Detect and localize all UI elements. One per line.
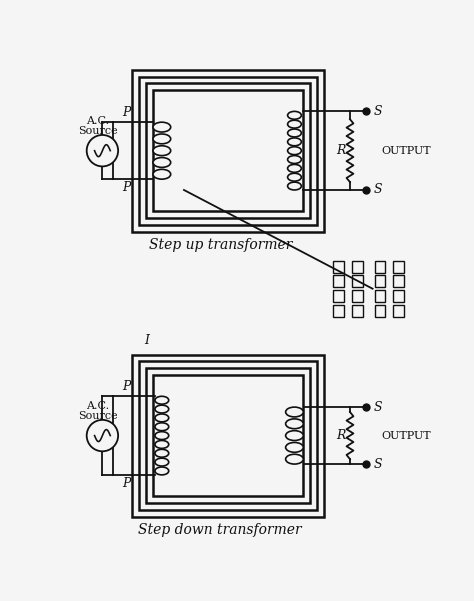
Bar bbox=[393, 275, 404, 287]
Ellipse shape bbox=[288, 165, 301, 172]
Ellipse shape bbox=[288, 138, 301, 146]
Text: P: P bbox=[122, 477, 131, 490]
Text: Step down transformer: Step down transformer bbox=[138, 523, 302, 537]
Ellipse shape bbox=[288, 173, 301, 181]
Text: R: R bbox=[336, 144, 345, 157]
Bar bbox=[333, 275, 344, 287]
Circle shape bbox=[87, 420, 118, 451]
Bar bbox=[333, 261, 344, 272]
Ellipse shape bbox=[153, 146, 171, 156]
Ellipse shape bbox=[288, 147, 301, 154]
Bar bbox=[352, 290, 363, 302]
Ellipse shape bbox=[155, 467, 169, 475]
Ellipse shape bbox=[288, 120, 301, 128]
Text: Source: Source bbox=[78, 411, 117, 421]
Bar bbox=[333, 290, 344, 302]
Circle shape bbox=[87, 135, 118, 166]
Text: P: P bbox=[122, 106, 131, 119]
Text: S: S bbox=[374, 105, 382, 118]
Text: S: S bbox=[374, 183, 382, 197]
Bar bbox=[374, 261, 385, 272]
Ellipse shape bbox=[288, 111, 301, 119]
Ellipse shape bbox=[286, 419, 303, 429]
Ellipse shape bbox=[155, 414, 169, 422]
Text: OUTPUT: OUTPUT bbox=[382, 145, 431, 156]
Text: Source: Source bbox=[78, 126, 117, 136]
Bar bbox=[374, 275, 385, 287]
Ellipse shape bbox=[155, 458, 169, 466]
Bar bbox=[374, 290, 385, 302]
Bar bbox=[333, 305, 344, 317]
Ellipse shape bbox=[286, 442, 303, 453]
Text: P: P bbox=[122, 181, 131, 194]
Ellipse shape bbox=[153, 122, 171, 132]
Bar bbox=[352, 305, 363, 317]
Ellipse shape bbox=[286, 431, 303, 441]
Ellipse shape bbox=[286, 407, 303, 417]
Bar bbox=[352, 275, 363, 287]
Text: Step up transformer: Step up transformer bbox=[149, 239, 292, 252]
Bar bbox=[393, 290, 404, 302]
Ellipse shape bbox=[288, 182, 301, 190]
Bar bbox=[393, 261, 404, 272]
Ellipse shape bbox=[155, 423, 169, 431]
Ellipse shape bbox=[155, 450, 169, 457]
Text: A.C.: A.C. bbox=[86, 401, 109, 411]
Ellipse shape bbox=[288, 129, 301, 137]
Text: P: P bbox=[122, 380, 131, 393]
Ellipse shape bbox=[288, 156, 301, 163]
Ellipse shape bbox=[153, 157, 171, 168]
Ellipse shape bbox=[286, 454, 303, 464]
Text: I: I bbox=[145, 334, 150, 347]
Text: A.C.: A.C. bbox=[86, 116, 109, 126]
Ellipse shape bbox=[155, 432, 169, 439]
Ellipse shape bbox=[155, 405, 169, 413]
Ellipse shape bbox=[153, 169, 171, 179]
Text: S: S bbox=[374, 401, 382, 413]
Text: R: R bbox=[336, 429, 345, 442]
Text: S: S bbox=[374, 457, 382, 471]
Ellipse shape bbox=[155, 396, 169, 404]
Ellipse shape bbox=[153, 134, 171, 144]
Ellipse shape bbox=[155, 441, 169, 448]
Bar bbox=[352, 261, 363, 272]
Bar bbox=[374, 305, 385, 317]
Text: OUTPUT: OUTPUT bbox=[382, 430, 431, 441]
Bar bbox=[393, 305, 404, 317]
